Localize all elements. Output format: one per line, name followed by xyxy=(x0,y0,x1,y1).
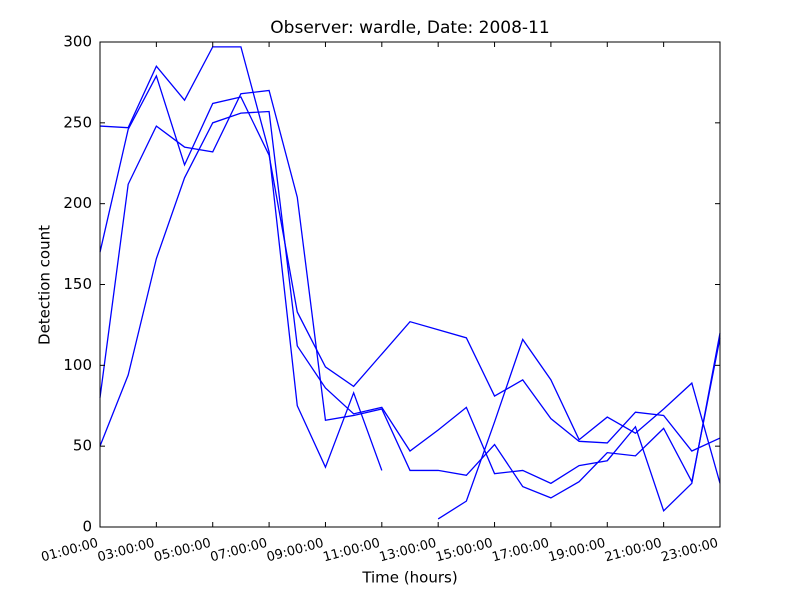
data-line xyxy=(99,110,721,513)
y-tick-label: 200 xyxy=(63,194,92,212)
chart-title: Observer: wardle, Date: 2008-11 xyxy=(270,18,549,38)
data-line xyxy=(99,46,721,520)
y-tick-label: 300 xyxy=(63,33,92,51)
y-tick-label: 0 xyxy=(82,518,92,536)
y-tick-label: 50 xyxy=(73,437,92,455)
y-tick-label: 250 xyxy=(63,113,92,131)
y-tick-label: 100 xyxy=(63,356,92,374)
y-axis-label: Detection count xyxy=(36,225,54,345)
data-line xyxy=(99,74,721,452)
x-axis-label: Time (hours) xyxy=(361,569,457,587)
y-tick-label: 150 xyxy=(63,275,92,293)
data-line xyxy=(99,89,721,499)
